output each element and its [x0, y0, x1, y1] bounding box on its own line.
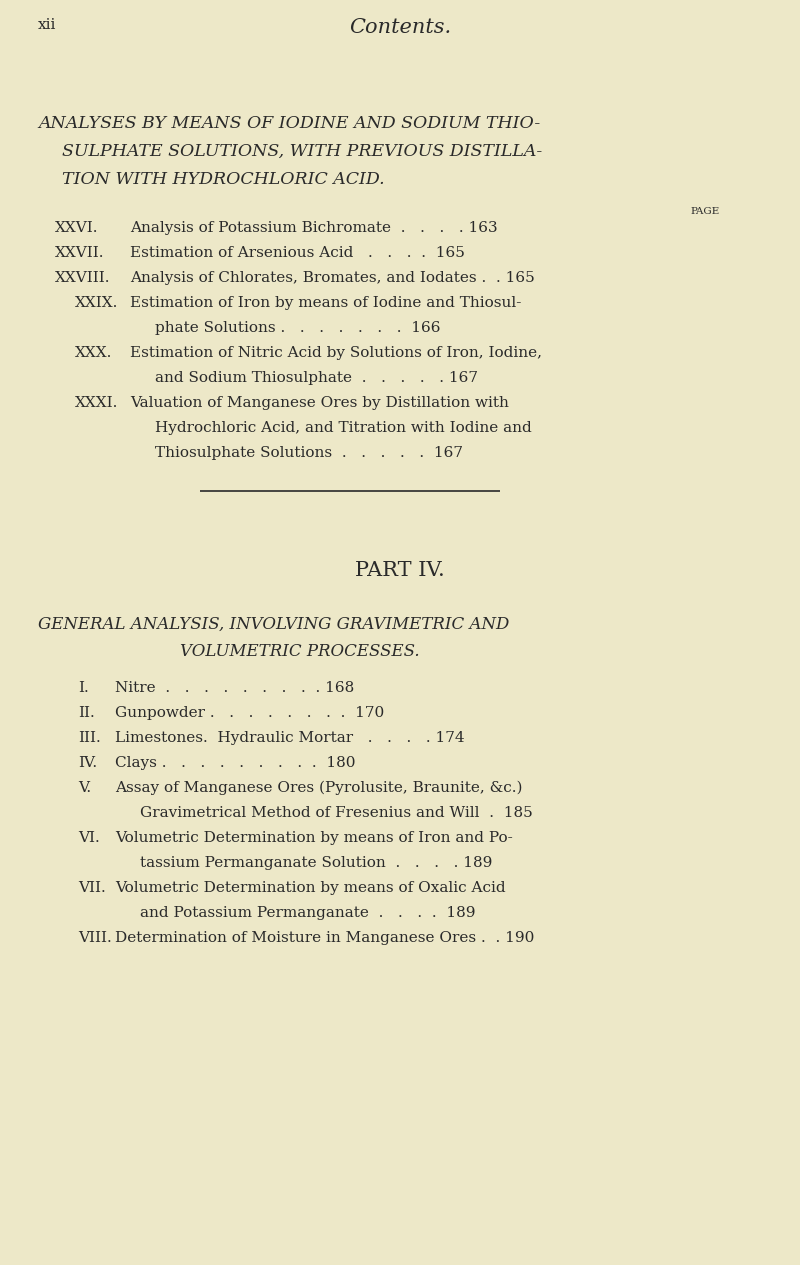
- Text: XXVII.: XXVII.: [55, 245, 105, 261]
- Text: tassium Permanganate Solution  .   .   .   . 189: tassium Permanganate Solution . . . . 18…: [140, 856, 492, 870]
- Text: IV.: IV.: [78, 756, 97, 770]
- Text: xii: xii: [38, 18, 56, 32]
- Text: VI.: VI.: [78, 831, 100, 845]
- Text: and Sodium Thiosulphate  .   .   .   .   . 167: and Sodium Thiosulphate . . . . . 167: [155, 371, 478, 385]
- Text: and Potassium Permanganate  .   .   .  .  189: and Potassium Permanganate . . . . 189: [140, 906, 475, 920]
- Text: Volumetric Determination by means of Oxalic Acid: Volumetric Determination by means of Oxa…: [115, 880, 506, 896]
- Text: Estimation of Nitric Acid by Solutions of Iron, Iodine,: Estimation of Nitric Acid by Solutions o…: [130, 347, 542, 361]
- Text: VII.: VII.: [78, 880, 106, 896]
- Text: ANALYSES BY MEANS OF IODINE AND SODIUM THIO-: ANALYSES BY MEANS OF IODINE AND SODIUM T…: [38, 115, 540, 132]
- Text: Assay of Manganese Ores (Pyrolusite, Braunite, &c.): Assay of Manganese Ores (Pyrolusite, Bra…: [115, 781, 522, 796]
- Text: TION WITH HYDROCHLORIC ACID.: TION WITH HYDROCHLORIC ACID.: [62, 171, 385, 188]
- Text: Estimation of Iron by means of Iodine and Thiosul-: Estimation of Iron by means of Iodine an…: [130, 296, 522, 310]
- Text: Thiosulphate Solutions  .   .   .   .   .  167: Thiosulphate Solutions . . . . . 167: [155, 447, 463, 460]
- Text: Gunpowder .   .   .   .   .   .   .  .  170: Gunpowder . . . . . . . . 170: [115, 706, 384, 720]
- Text: XXVIII.: XXVIII.: [55, 271, 110, 285]
- Text: Gravimetrical Method of Fresenius and Will  .  185: Gravimetrical Method of Fresenius and Wi…: [140, 806, 533, 820]
- Text: XXIX.: XXIX.: [75, 296, 118, 310]
- Text: Valuation of Manganese Ores by Distillation with: Valuation of Manganese Ores by Distillat…: [130, 396, 509, 410]
- Text: Volumetric Determination by means of Iron and Po-: Volumetric Determination by means of Iro…: [115, 831, 513, 845]
- Text: VIII.: VIII.: [78, 931, 112, 945]
- Text: Analysis of Chlorates, Bromates, and Iodates .  . 165: Analysis of Chlorates, Bromates, and Iod…: [130, 271, 534, 285]
- Text: PART IV.: PART IV.: [355, 560, 445, 579]
- Text: Hydrochloric Acid, and Titration with Iodine and: Hydrochloric Acid, and Titration with Io…: [155, 421, 532, 435]
- Text: II.: II.: [78, 706, 94, 720]
- Text: XXXI.: XXXI.: [75, 396, 118, 410]
- Text: VOLUMETRIC PROCESSES.: VOLUMETRIC PROCESSES.: [180, 643, 420, 660]
- Text: XXVI.: XXVI.: [55, 221, 98, 235]
- Text: Limestones.  Hydraulic Mortar   .   .   .   . 174: Limestones. Hydraulic Mortar . . . . 174: [115, 731, 465, 745]
- Text: GENERAL ANALYSIS, INVOLVING GRAVIMETRIC AND: GENERAL ANALYSIS, INVOLVING GRAVIMETRIC …: [38, 616, 510, 632]
- Text: SULPHATE SOLUTIONS, WITH PREVIOUS DISTILLA-: SULPHATE SOLUTIONS, WITH PREVIOUS DISTIL…: [62, 143, 542, 159]
- Text: Analysis of Potassium Bichromate  .   .   .   . 163: Analysis of Potassium Bichromate . . . .…: [130, 221, 498, 235]
- Text: Nitre  .   .   .   .   .   .   .   .  . 168: Nitre . . . . . . . . . 168: [115, 681, 354, 694]
- Text: V.: V.: [78, 781, 91, 794]
- Text: Determination of Moisture in Manganese Ores .  . 190: Determination of Moisture in Manganese O…: [115, 931, 534, 945]
- Text: III.: III.: [78, 731, 101, 745]
- Text: Estimation of Arsenious Acid   .   .   .  .  165: Estimation of Arsenious Acid . . . . 165: [130, 245, 465, 261]
- Text: XXX.: XXX.: [75, 347, 112, 361]
- Text: I.: I.: [78, 681, 89, 694]
- Text: Clays .   .   .   .   .   .   .   .  .  180: Clays . . . . . . . . . 180: [115, 756, 355, 770]
- Text: Contents.: Contents.: [349, 18, 451, 37]
- Text: PAGE: PAGE: [690, 207, 720, 216]
- Text: phate Solutions .   .   .   .   .   .   .  166: phate Solutions . . . . . . . 166: [155, 321, 441, 335]
